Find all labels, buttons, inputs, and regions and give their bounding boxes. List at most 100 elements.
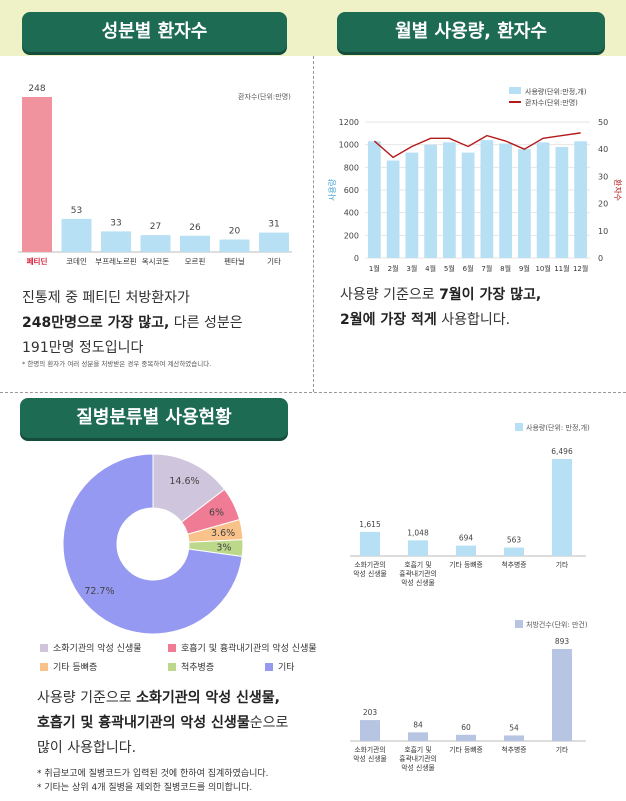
rx-category-label: 척추병증 xyxy=(501,745,526,754)
monthly-x-label: 2월 xyxy=(388,264,399,273)
monthly-desc-rest: 사용합니다. xyxy=(436,312,511,328)
ingredient-category-label: 코데인 xyxy=(66,256,87,266)
disease-legend-item: 소화기관의 악성 신생물 xyxy=(40,641,142,654)
rx-bar xyxy=(552,649,572,741)
monthly-right-tick: 40 xyxy=(598,145,608,154)
monthly-usage-bar xyxy=(424,144,437,258)
monthly-right-tick: 10 xyxy=(598,227,608,236)
rx-legend-swatch xyxy=(515,620,523,628)
monthly-x-label: 8월 xyxy=(500,264,511,273)
usage-category-label: 척추병증 xyxy=(501,560,526,569)
monthly-usage-bar xyxy=(368,141,381,258)
ingredient-bar xyxy=(140,235,171,252)
ingredient-bar xyxy=(219,239,250,252)
rx-bar xyxy=(360,720,380,741)
disease-desc-bold2: 호흡기 및 흉곽내기관의 악성 신생물 xyxy=(37,715,250,731)
usage-category-label: 소화기관의 xyxy=(354,560,385,569)
monthly-x-label: 5월 xyxy=(444,264,455,273)
ingredient-category-label: 펜타닐 xyxy=(224,256,245,266)
monthly-usage-bar xyxy=(405,152,419,258)
monthly-usage-bar xyxy=(499,143,512,258)
rx-bar xyxy=(456,734,476,741)
ingredient-value-label: 53 xyxy=(71,206,82,216)
monthly-legend-usage: 사용량(단위:만정,개) xyxy=(525,87,587,96)
usage-category-label: 흉곽내기관의 xyxy=(399,569,437,578)
donut-slice xyxy=(62,453,243,635)
monthly-right-tick: 0 xyxy=(598,254,603,263)
usage-category-label: 기타 xyxy=(556,560,569,569)
usage-category-label: 호흡기 및 xyxy=(404,560,431,569)
monthly-left-tick: 1200 xyxy=(339,118,359,127)
ingredient-category-label: 옥시코돈 xyxy=(142,257,170,266)
monthly-usage-bar xyxy=(555,146,569,258)
monthly-x-label: 6월 xyxy=(463,264,474,273)
rx-category-label: 호흡기 및 xyxy=(404,745,431,754)
ingredient-category-label: 부프레노르핀 xyxy=(95,257,136,266)
disease-legend-item: 호흡기 및 흉곽내기관의 악성 신생물 xyxy=(168,641,317,654)
ingredient-desc-line3: 191만명 정도입니다 xyxy=(22,340,144,356)
rx-value-label: 203 xyxy=(363,708,378,717)
monthly-left-tick: 600 xyxy=(344,186,359,195)
disease-desc-line3: 많이 사용합니다. xyxy=(37,740,137,756)
donut-slice-label: 14.6% xyxy=(169,476,199,487)
disease-panel-title: 질병분류별 사용현황 xyxy=(20,398,288,438)
ingredient-desc-rest: 다른 성분은 xyxy=(169,315,243,331)
legend-label: 척추병증 xyxy=(181,663,215,673)
monthly-x-label: 1월 xyxy=(369,264,380,273)
rx-category-label: 소화기관의 xyxy=(354,745,385,754)
monthly-usage-bar xyxy=(480,140,494,258)
rx-bar xyxy=(408,732,428,741)
usage-category-label: 악성 신생물 xyxy=(353,569,386,578)
monthly-desc-bold2: 2월에 가장 적게 xyxy=(340,312,437,328)
legend-label: 기타 xyxy=(278,663,295,673)
usage-bar xyxy=(456,545,476,556)
monthly-left-tick: 400 xyxy=(344,209,359,218)
horizontal-divider xyxy=(0,392,626,393)
rx-category-label: 기타 xyxy=(556,745,569,754)
disease-note-1: * 취급보고에 질병코드가 입력된 것에 한하여 집계하였습니다. xyxy=(37,769,269,779)
monthly-x-label: 11월 xyxy=(554,264,569,273)
monthly-usage-bar xyxy=(574,141,587,258)
ingredient-value-label: 26 xyxy=(189,223,201,233)
usage-legend-label: 사용량(단위: 만정,개) xyxy=(526,423,590,432)
ingredient-category-label: 페티딘 xyxy=(27,256,48,266)
usage-legend-swatch xyxy=(515,423,523,431)
rx-value-label: 84 xyxy=(413,720,423,729)
ingredient-bar xyxy=(180,235,210,252)
disease-desc-bold1: 소화기관의 악성 신생물, xyxy=(136,690,280,706)
monthly-desc-pre: 사용량 기준으로 xyxy=(340,287,440,303)
ingredient-bar xyxy=(101,231,131,252)
vertical-divider xyxy=(313,56,314,392)
monthly-x-label: 9월 xyxy=(519,264,530,273)
disease-legend-item: 기타 등뼈증 xyxy=(40,660,97,673)
rx-legend-label: 처방건수(단위: 만건) xyxy=(526,620,588,629)
ingredient-bar xyxy=(259,232,289,252)
usage-bar xyxy=(552,459,572,556)
legend-swatch xyxy=(265,663,273,671)
monthly-left-tick: 800 xyxy=(344,163,359,172)
monthly-usage-bar xyxy=(536,142,550,258)
ingredient-description: 진통제 중 페티딘 처방환자가 248만명으로 가장 많고, 다른 성분은 19… xyxy=(22,286,302,361)
legend-swatch xyxy=(168,644,176,652)
ingredient-bar xyxy=(61,218,92,252)
monthly-right-tick: 20 xyxy=(598,200,608,209)
legend-label: 기타 등뼈증 xyxy=(53,663,98,673)
monthly-right-axis-label: 환자수 xyxy=(613,179,623,201)
usage-bar xyxy=(360,531,380,556)
usage-category-label: 기타 등뼈증 xyxy=(449,560,482,569)
usage-bar xyxy=(408,540,428,556)
monthly-usage-bar xyxy=(461,152,475,258)
usage-value-label: 6,496 xyxy=(551,447,573,456)
rx-value-label: 893 xyxy=(555,637,570,646)
monthly-left-tick: 1000 xyxy=(339,141,359,150)
usage-value-label: 1,615 xyxy=(359,520,381,529)
monthly-usage-bar xyxy=(386,160,400,258)
usage-bar xyxy=(504,547,524,556)
monthly-panel-title: 월별 사용량, 환자수 xyxy=(337,12,605,52)
disease-desc-rest: 순으로 xyxy=(249,715,289,731)
monthly-legend-patients: 환자수(단위:만명) xyxy=(525,98,578,107)
legend-swatch xyxy=(40,663,48,671)
donut-slice-label: 3% xyxy=(216,543,231,554)
monthly-description: 사용량 기준으로 7월이 가장 많고, 2월에 가장 적게 사용합니다. xyxy=(340,283,610,333)
